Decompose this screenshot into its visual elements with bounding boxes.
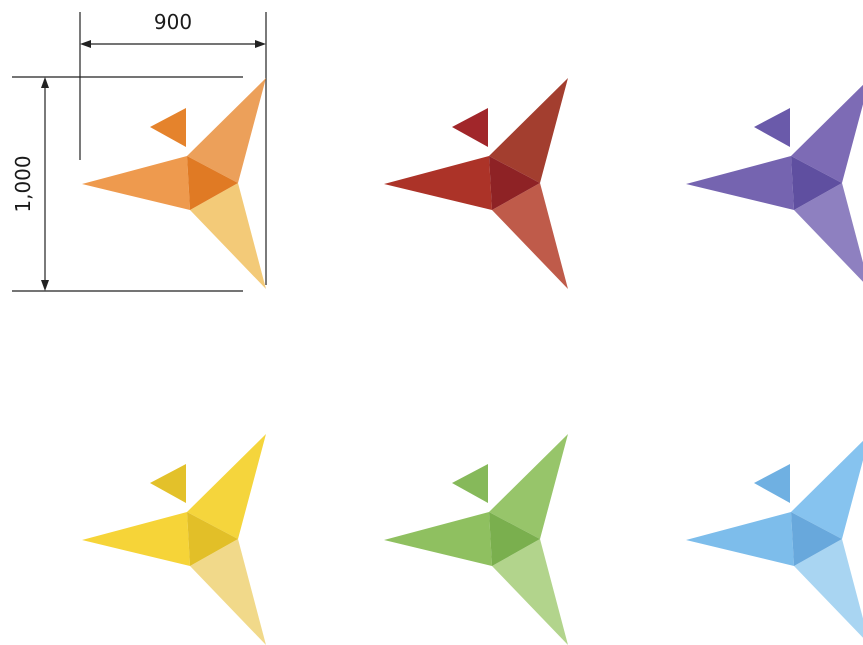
logo-red-small-facet [452, 108, 488, 147]
logo-orange-upper-facet [187, 78, 266, 183]
logo-purple-upper-facet [791, 84, 863, 183]
logo-orange-left-facet [82, 156, 190, 210]
height-arrow-top [41, 77, 49, 88]
dimension-annotations: 900 1,000 [11, 10, 267, 292]
logo-blue-upper-facet [791, 440, 863, 539]
logo-yellow-small-facet [150, 464, 186, 503]
logo-green-small-facet [452, 464, 488, 503]
logo-blue-left-facet [686, 512, 794, 566]
logo-blue-lower-facet [794, 539, 863, 638]
logo-orange-small-facet [150, 108, 186, 147]
logo-green-upper-facet [489, 434, 568, 539]
logo-purple-center-facet [791, 156, 842, 210]
logo-orange-lower-facet [190, 183, 266, 289]
logo-red-upper-facet [489, 78, 568, 183]
logo-green-left-facet [384, 512, 492, 566]
logo-purple [686, 84, 863, 282]
width-dimension-label: 900 [154, 10, 192, 34]
height-arrow-bottom [41, 280, 49, 291]
logo-yellow-left-facet [82, 512, 190, 566]
logo-orange-center-facet [187, 156, 238, 210]
logo-yellow-upper-facet [187, 434, 266, 539]
logo-orange [82, 78, 266, 289]
logo-yellow-center-facet [187, 512, 238, 566]
logo-red-center-facet [489, 156, 540, 210]
logo-purple-small-facet [754, 108, 790, 147]
logo-yellow [82, 434, 266, 645]
logo-green [384, 434, 568, 645]
logo-blue-small-facet [754, 464, 790, 503]
logo-blue-center-facet [791, 512, 842, 566]
logo-green-lower-facet [492, 539, 568, 645]
logo-green-center-facet [489, 512, 540, 566]
logo-yellow-lower-facet [190, 539, 266, 645]
logo-red-left-facet [384, 156, 492, 210]
logo-blue [686, 440, 863, 638]
height-dimension-label: 1,000 [11, 155, 35, 212]
logo-red-lower-facet [492, 183, 568, 289]
logo-variants [82, 78, 863, 645]
width-arrow-right [255, 40, 266, 48]
logo-purple-left-facet [686, 156, 794, 210]
logo-purple-lower-facet [794, 183, 863, 282]
width-arrow-left [80, 40, 91, 48]
logo-red [384, 78, 568, 289]
